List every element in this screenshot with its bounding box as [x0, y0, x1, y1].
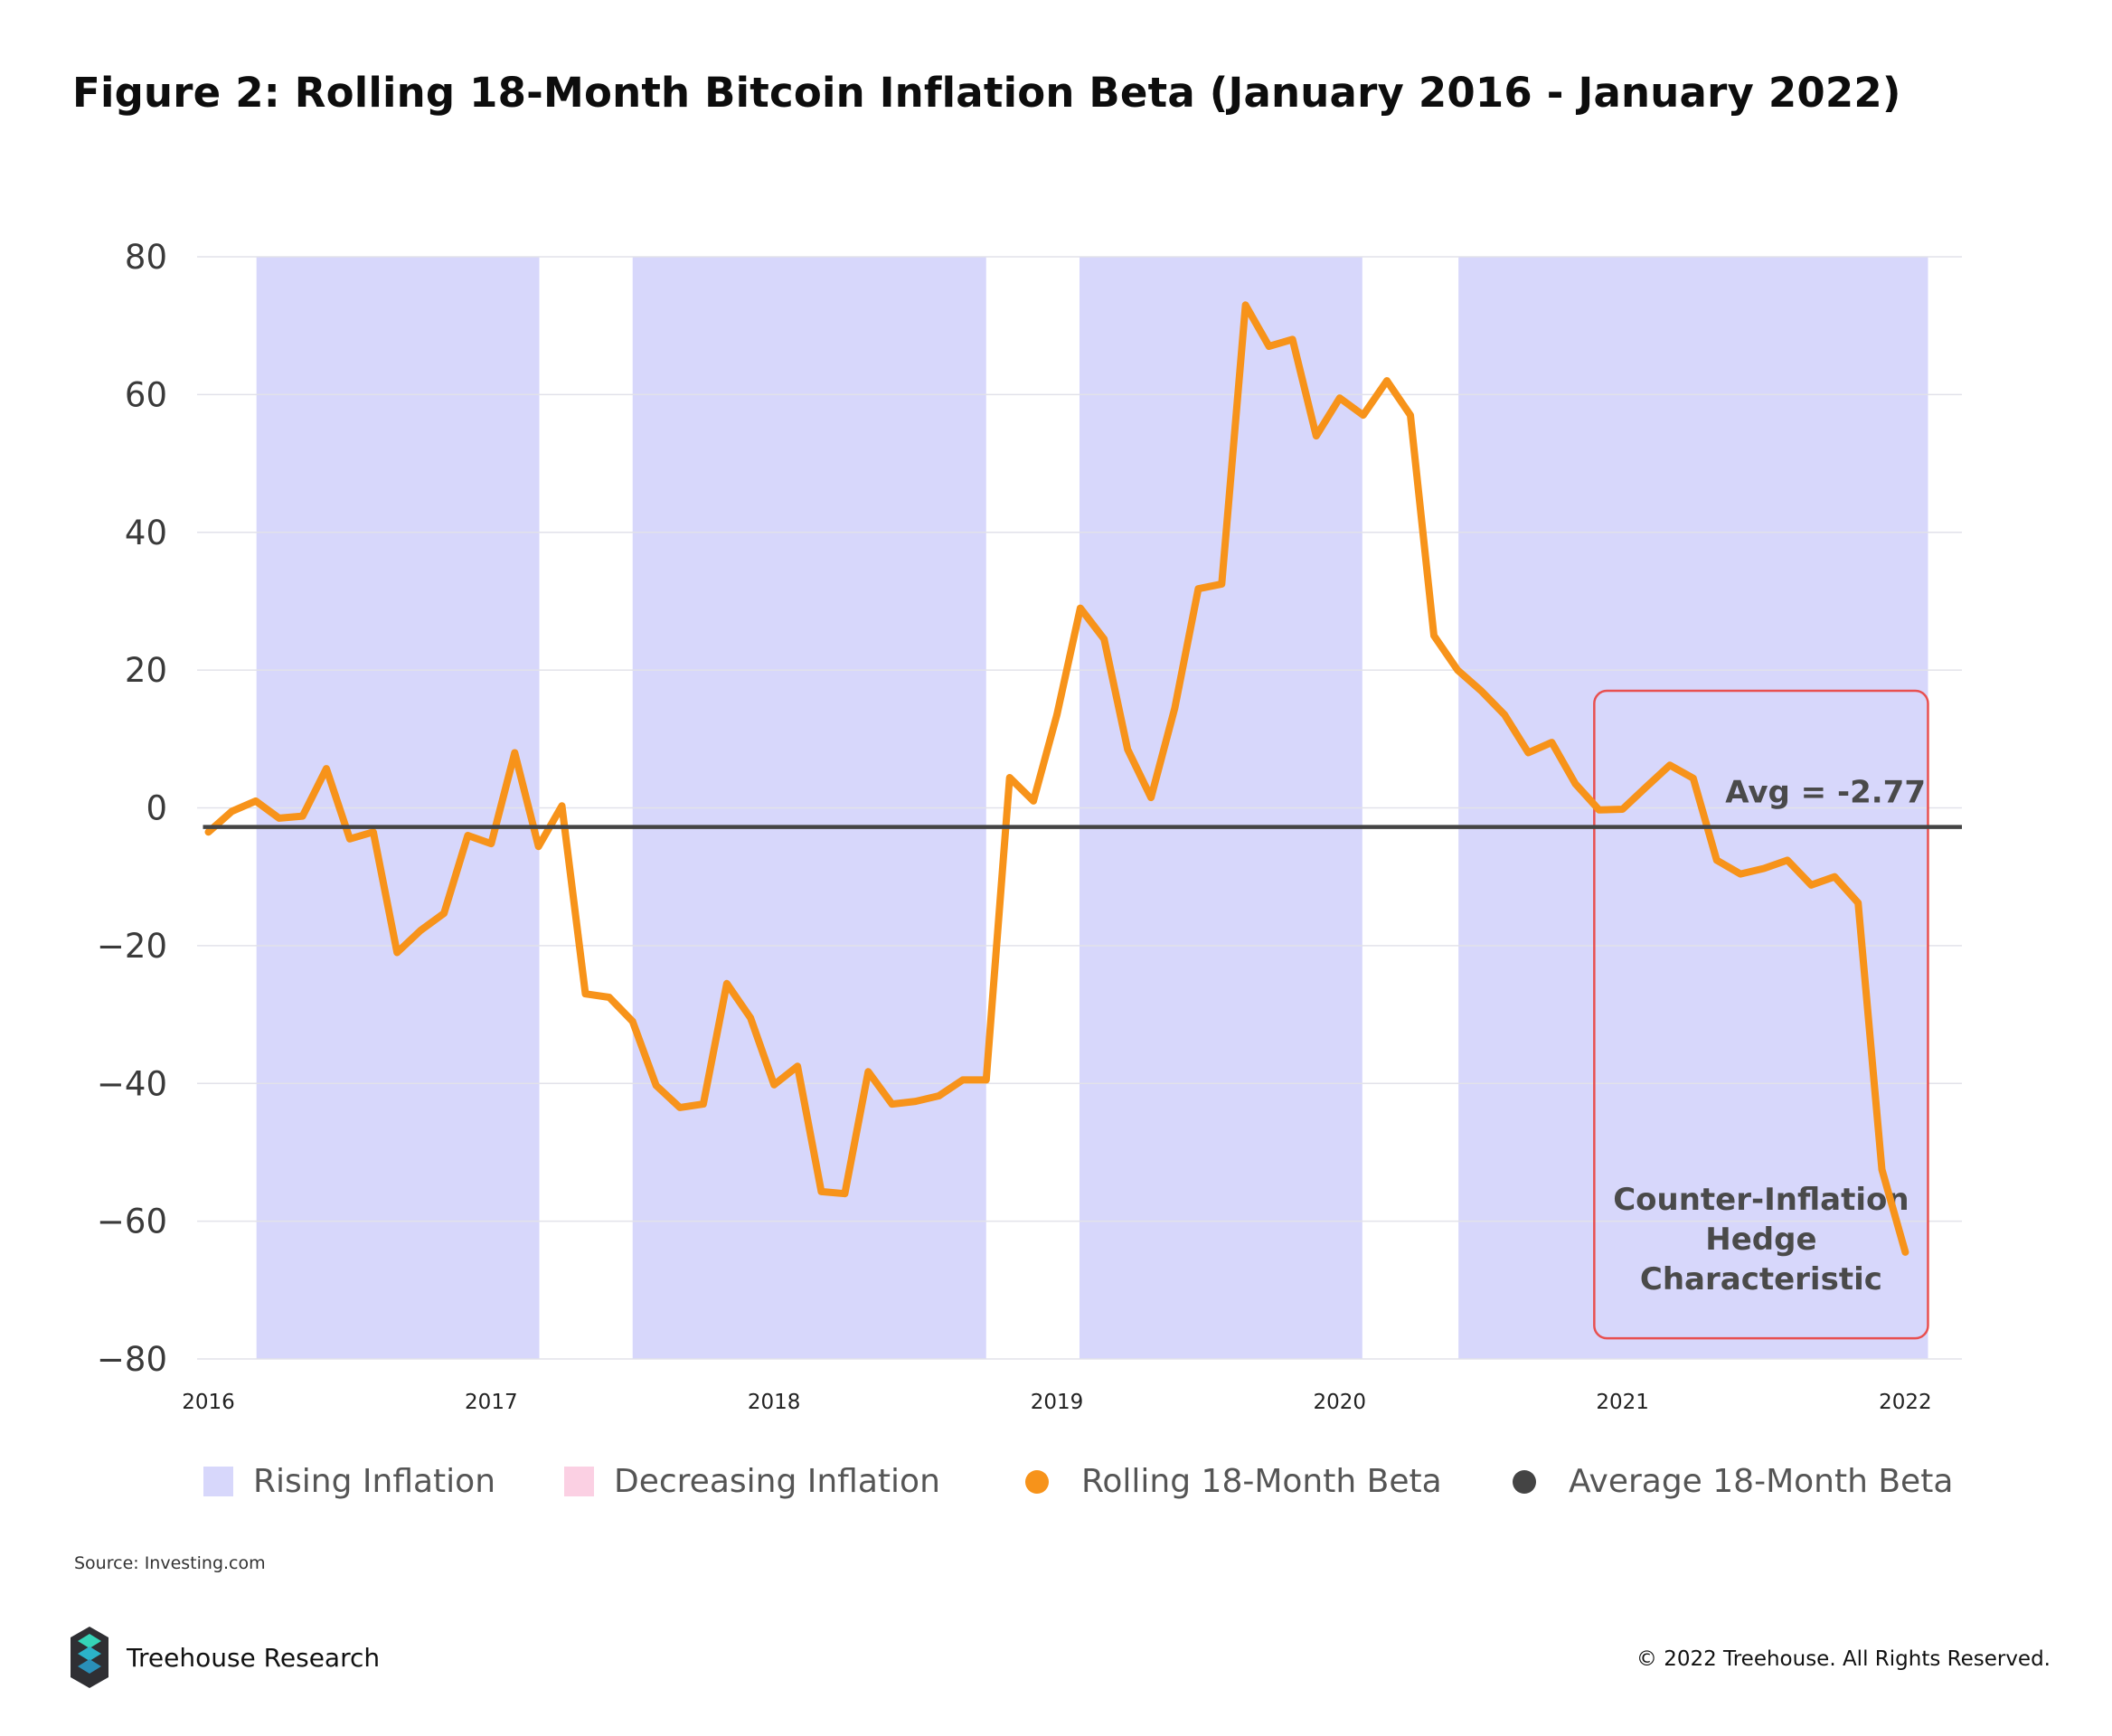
legend-item-average: Average 18-Month Beta [1513, 1463, 1953, 1500]
y-tick-label: −20 [97, 927, 167, 966]
rolling-beta-line [204, 301, 1909, 1256]
y-tick-label: −80 [97, 1340, 167, 1379]
brand-name: Treehouse Research [127, 1642, 381, 1673]
y-tick-label: 20 [125, 651, 167, 690]
y-tick-label: 80 [125, 238, 167, 277]
annotation-box [1593, 689, 1929, 1340]
x-tick-label: 2020 [1314, 1391, 1367, 1414]
average-line: Avg = -2.77 [203, 775, 1962, 829]
source-note: Source: Investing.com [74, 1553, 266, 1573]
y-tick-label: 60 [125, 375, 167, 414]
x-tick-label: 2019 [1031, 1391, 1084, 1414]
copyright: © 2022 Treehouse. All Rights Reserved. [1636, 1647, 2051, 1671]
x-tick-label: 2021 [1596, 1391, 1649, 1414]
legend-label: Average 18-Month Beta [1569, 1463, 1954, 1500]
beta-series [204, 301, 1909, 1256]
legend-swatch-decreasing [564, 1467, 594, 1496]
annotation-text: Counter-Inflation [1613, 1182, 1909, 1218]
y-tick-label: −40 [97, 1064, 167, 1103]
legend-label: Rolling 18-Month Beta [1081, 1463, 1442, 1500]
x-axis-ticks: 2016 2017 2018 2019 2020 2021 2022 [182, 1391, 1931, 1414]
legend-item-beta: Rolling 18-Month Beta [1025, 1463, 1442, 1500]
legend-dot-average [1513, 1469, 1536, 1494]
y-tick-label: 0 [146, 789, 167, 828]
grid-lines [197, 256, 1962, 1360]
average-label: Avg = -2.77 [1725, 775, 1926, 811]
annotation-text: Characteristic [1640, 1261, 1882, 1297]
x-tick-label: 2018 [748, 1391, 801, 1414]
legend-item-rising: Rising Inflation [203, 1463, 495, 1500]
legend: Rising Inflation Decreasing Inflation Ro… [0, 1463, 2112, 1508]
brand: Treehouse Research [69, 1625, 380, 1690]
legend-label: Rising Inflation [253, 1463, 496, 1500]
legend-swatch-rising [203, 1467, 233, 1496]
legend-label: Decreasing Inflation [614, 1463, 940, 1500]
y-tick-label: 40 [125, 514, 167, 552]
annotation-text: Hedge [1705, 1222, 1816, 1258]
treehouse-logo-icon [71, 1627, 108, 1688]
legend-dot-beta [1025, 1469, 1049, 1494]
chart-title: Figure 2: Rolling 18-Month Bitcoin Infla… [72, 69, 1901, 117]
y-tick-label: −60 [97, 1203, 167, 1241]
x-tick-label: 2022 [1879, 1391, 1932, 1414]
x-tick-label: 2016 [182, 1391, 235, 1414]
legend-item-decreasing: Decreasing Inflation [564, 1463, 940, 1500]
x-tick-label: 2017 [465, 1391, 518, 1414]
y-axis-ticks: 80 60 40 20 0 −20 −40 −60 −80 [97, 238, 167, 1379]
